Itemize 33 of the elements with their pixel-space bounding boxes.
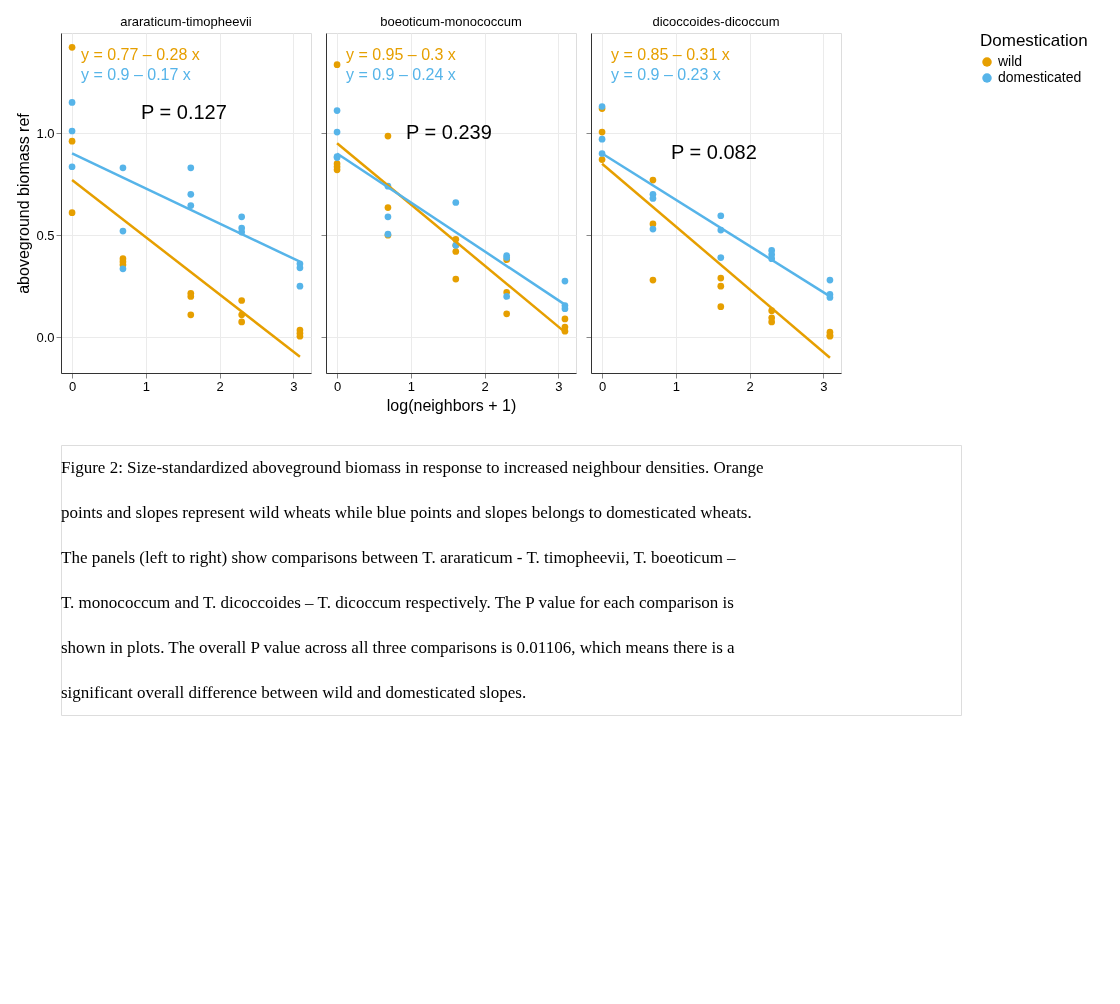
annotation: y = 0.77 – 0.28 x bbox=[81, 46, 200, 63]
annotation: P = 0.239 bbox=[406, 121, 492, 143]
x-tick-label: 0 bbox=[333, 378, 342, 394]
y-axis-title: aboveground biomass ref bbox=[15, 112, 33, 294]
annotation: y = 0.95 – 0.3 x bbox=[346, 46, 456, 63]
x-tick-label: 2 bbox=[216, 378, 224, 394]
y-tick-label: 0.5 bbox=[36, 227, 55, 243]
x-tick-label: 0 bbox=[598, 378, 607, 394]
y-tick-label: 1.0 bbox=[36, 125, 55, 141]
x-tick-label: 0 bbox=[68, 378, 77, 394]
annotation: y = 0.9 – 0.17 x bbox=[81, 66, 191, 83]
x-tick-label: 2 bbox=[746, 378, 754, 394]
annotation: P = 0.127 bbox=[141, 101, 227, 123]
annotation: y = 0.85 – 0.31 x bbox=[611, 46, 730, 63]
x-tick-label: 1 bbox=[407, 378, 415, 394]
legend-label: domesticated bbox=[998, 69, 1082, 85]
x-tick-label: 3 bbox=[290, 378, 298, 394]
x-tick-label: 1 bbox=[142, 378, 150, 394]
y-tick-label: 0.0 bbox=[36, 329, 55, 345]
annotation: y = 0.9 – 0.23 x bbox=[611, 66, 721, 83]
chart-title: araraticum-timopheevii bbox=[120, 14, 252, 29]
annotation: P = 0.082 bbox=[671, 141, 757, 163]
chart-title: boeoticum-monococcum bbox=[380, 14, 522, 29]
x-tick-label: 3 bbox=[820, 378, 828, 394]
x-tick-label: 3 bbox=[555, 378, 563, 394]
legend-title: Domestication bbox=[980, 31, 1088, 50]
legend-label: wild bbox=[997, 53, 1023, 69]
annotation: y = 0.9 – 0.24 x bbox=[346, 66, 456, 83]
chart-title: dicoccoides-dicoccum bbox=[652, 14, 780, 29]
text: Figure 2: Size-standardized aboveground biomass in response to increased neighbour densities. Orange points and slopes represent wild wheats while blue points and slopes belongs to domesticated wheats. The panels (left to right) show comparisons between T. araraticum - T. timopheevii, T. boeoticum – T. monococcum and T. dicoccoides – T. dicoccum respectively. The P value for each comparison is shown in plots. The overall P value across all three comparisons is 0.01106, which means there is a significant overall difference between wild and domesticated slopes. bbox=[61, 457, 764, 702]
x-tick-label: 2 bbox=[481, 378, 489, 394]
x-tick-label: 1 bbox=[672, 378, 680, 394]
x-axis-title: log(neighbors + 1) bbox=[386, 396, 517, 414]
